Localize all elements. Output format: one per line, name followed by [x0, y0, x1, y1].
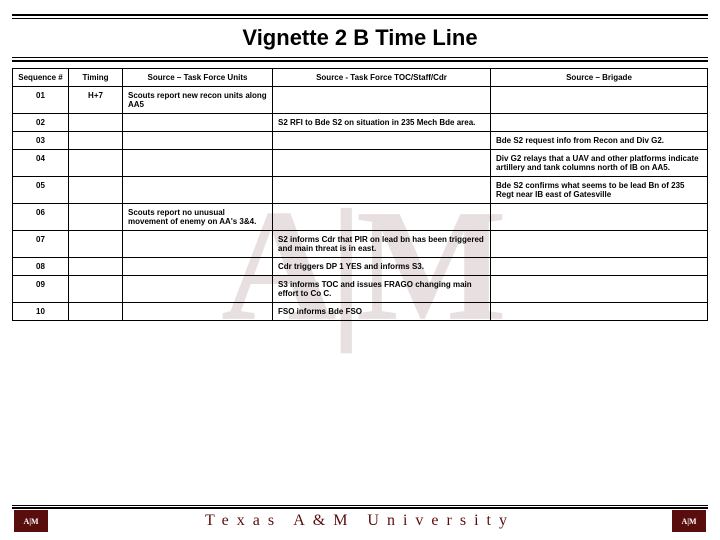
logo-right: A|M	[672, 510, 706, 532]
cell-staff	[273, 177, 491, 204]
cell-brigade	[491, 258, 708, 276]
cell-brigade	[491, 276, 708, 303]
cell-seq: 05	[13, 177, 69, 204]
cell-brigade	[491, 87, 708, 114]
cell-units	[123, 258, 273, 276]
cell-staff: S3 informs TOC and issues FRAGO changing…	[273, 276, 491, 303]
cell-brigade: Div G2 relays that a UAV and other platf…	[491, 150, 708, 177]
logo-left: A|M	[14, 510, 48, 532]
cell-units	[123, 276, 273, 303]
cell-seq: 08	[13, 258, 69, 276]
table-row: 08 Cdr triggers DP 1 YES and informs S3.	[13, 258, 708, 276]
table-row: 10 FSO informs Bde FSO	[13, 303, 708, 321]
logo-text: A|M	[23, 517, 38, 526]
title-rule	[12, 60, 708, 62]
footer-rule	[12, 507, 708, 509]
cell-staff	[273, 87, 491, 114]
table-row: 03 Bde S2 request info from Recon and Di…	[13, 132, 708, 150]
title-rule	[12, 18, 708, 19]
cell-brigade	[491, 303, 708, 321]
cell-units	[123, 303, 273, 321]
col-header-staff: Source - Task Force TOC/Staff/Cdr	[273, 69, 491, 87]
cell-brigade	[491, 231, 708, 258]
table-header-row: Sequence # Timing Source – Task Force Un…	[13, 69, 708, 87]
cell-staff	[273, 150, 491, 177]
cell-units	[123, 177, 273, 204]
col-header-units: Source – Task Force Units	[123, 69, 273, 87]
page-title: Vignette 2 B Time Line	[12, 25, 708, 51]
cell-seq: 07	[13, 231, 69, 258]
cell-seq: 10	[13, 303, 69, 321]
col-header-timing: Timing	[69, 69, 123, 87]
logo-text: A|M	[681, 517, 696, 526]
footer-university-text: Texas A&M University	[48, 512, 672, 530]
cell-timing	[69, 114, 123, 132]
cell-units	[123, 150, 273, 177]
table-row: 01 H+7 Scouts report new recon units alo…	[13, 87, 708, 114]
cell-brigade: Bde S2 confirms what seems to be lead Bn…	[491, 177, 708, 204]
cell-units: Scouts report no unusual movement of ene…	[123, 204, 273, 231]
cell-seq: 01	[13, 87, 69, 114]
cell-timing	[69, 276, 123, 303]
cell-timing	[69, 303, 123, 321]
cell-staff: Cdr triggers DP 1 YES and informs S3.	[273, 258, 491, 276]
col-header-sequence: Sequence #	[13, 69, 69, 87]
cell-brigade	[491, 114, 708, 132]
cell-units	[123, 231, 273, 258]
cell-timing: H+7	[69, 87, 123, 114]
cell-timing	[69, 258, 123, 276]
cell-seq: 04	[13, 150, 69, 177]
cell-timing	[69, 150, 123, 177]
table-row: 07 S2 informs Cdr that PIR on lead bn ha…	[13, 231, 708, 258]
cell-seq: 06	[13, 204, 69, 231]
table-row: 09 S3 informs TOC and issues FRAGO chang…	[13, 276, 708, 303]
cell-timing	[69, 204, 123, 231]
cell-units	[123, 132, 273, 150]
cell-seq: 03	[13, 132, 69, 150]
cell-staff: S2 RFI to Bde S2 on situation in 235 Mec…	[273, 114, 491, 132]
cell-timing	[69, 132, 123, 150]
cell-seq: 09	[13, 276, 69, 303]
cell-brigade	[491, 204, 708, 231]
title-rule	[12, 14, 708, 16]
cell-units	[123, 114, 273, 132]
cell-timing	[69, 177, 123, 204]
cell-staff	[273, 132, 491, 150]
table-row: 05 Bde S2 confirms what seems to be lead…	[13, 177, 708, 204]
cell-brigade: Bde S2 request info from Recon and Div G…	[491, 132, 708, 150]
timeline-table: Sequence # Timing Source – Task Force Un…	[12, 68, 708, 321]
cell-staff: FSO informs Bde FSO	[273, 303, 491, 321]
footer-rule	[12, 505, 708, 506]
slide-content: Vignette 2 B Time Line Sequence # Timing…	[0, 0, 720, 321]
table-body: 01 H+7 Scouts report new recon units alo…	[13, 87, 708, 321]
footer: A|M Texas A&M University A|M	[0, 510, 720, 532]
cell-staff: S2 informs Cdr that PIR on lead bn has b…	[273, 231, 491, 258]
table-row: 06 Scouts report no unusual movement of …	[13, 204, 708, 231]
cell-staff	[273, 204, 491, 231]
title-block: Vignette 2 B Time Line	[12, 25, 708, 51]
table-row: 04 Div G2 relays that a UAV and other pl…	[13, 150, 708, 177]
cell-timing	[69, 231, 123, 258]
title-rule	[12, 57, 708, 58]
col-header-brigade: Source – Brigade	[491, 69, 708, 87]
cell-units: Scouts report new recon units along AA5	[123, 87, 273, 114]
cell-seq: 02	[13, 114, 69, 132]
table-row: 02 S2 RFI to Bde S2 on situation in 235 …	[13, 114, 708, 132]
